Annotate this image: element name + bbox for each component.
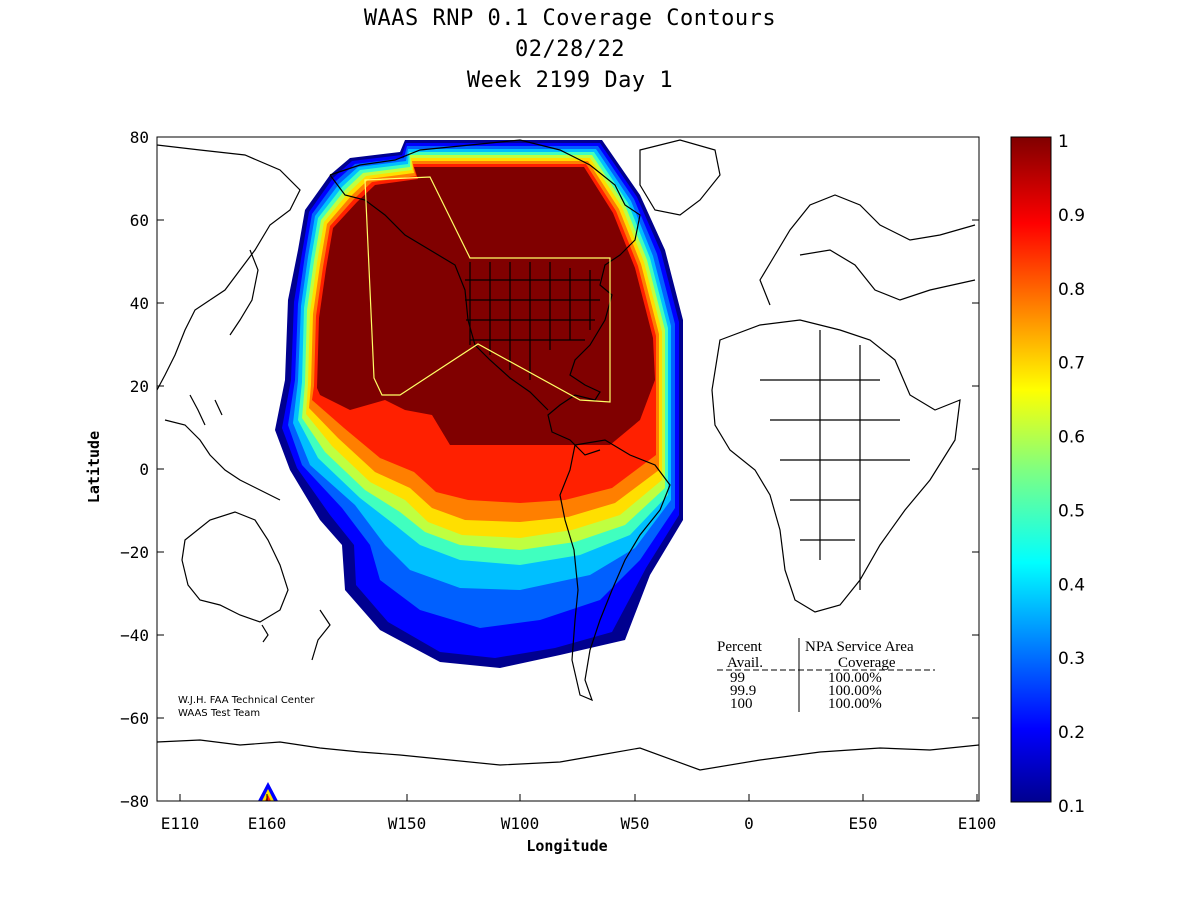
x-tick-label: W50	[621, 814, 650, 833]
legend-row-3-avail: 100	[730, 696, 753, 712]
colorbar-tick-label: 0.1	[1058, 797, 1085, 817]
x-tick-label: W150	[388, 814, 427, 833]
contour-level-1.0	[317, 167, 655, 445]
colorbar-tick-label: 0.8	[1058, 280, 1085, 300]
credit-line-2: WAAS Test Team	[178, 708, 260, 719]
legend-row-1-coverage: 100.00%	[828, 670, 882, 686]
y-tick-label: −40	[120, 626, 149, 645]
colorbar-tick-label: 0.4	[1058, 575, 1085, 595]
legend-subheader-right: Coverage	[838, 655, 896, 671]
x-tick-label: 0	[744, 814, 754, 833]
y-tick-label: 60	[130, 211, 149, 230]
x-tick-label: E50	[849, 814, 878, 833]
legend-row-1-avail: 99	[730, 670, 745, 686]
y-tick-label: 0	[139, 460, 149, 479]
colorbar-tick-label: 0.3	[1058, 649, 1085, 669]
y-tick-label: 40	[130, 294, 149, 313]
x-tick-label: E160	[248, 814, 287, 833]
x-axis-label: Longitude	[526, 837, 607, 855]
y-tick-label: −60	[120, 709, 149, 728]
colorbar	[1010, 136, 1052, 803]
y-tick-label: 80	[130, 128, 149, 147]
colorbar-tick-label: 0.2	[1058, 723, 1085, 743]
y-tick-label: −20	[120, 543, 149, 562]
y-tick-label: −80	[120, 792, 149, 811]
y-tick-label: 20	[130, 377, 149, 396]
legend-header-right: NPA Service Area	[805, 639, 914, 655]
colorbar-tick-label: 0.9	[1058, 206, 1085, 226]
coastlines	[157, 139, 979, 771]
legend-subheader-left: Avail.	[727, 655, 763, 671]
legend-row-3-coverage: 100.00%	[828, 696, 882, 712]
coverage-contours	[157, 139, 979, 801]
chart-title: WAAS RNP 0.1 Coverage Contours	[363, 6, 777, 31]
y-axis-ticks: 80 60 40 20 0 −20 −40 −60 −80	[120, 128, 979, 811]
x-axis-ticks: E110 E160 W150 W100 W50 0 E50 E100	[161, 794, 997, 833]
colorbar-tick-label: 0.5	[1058, 501, 1085, 521]
y-axis-label: Latitude	[85, 431, 103, 503]
x-tick-label: E110	[161, 814, 200, 833]
legend-header-left: Percent	[717, 639, 763, 655]
chart-week-day: Week 2199 Day 1	[466, 68, 674, 93]
availability-legend-table: Percent NPA Service Area Avail. Coverage…	[717, 638, 935, 712]
colorbar-tick-label: 1	[1058, 132, 1069, 152]
legend-row-2-avail: 99.9	[730, 683, 756, 699]
colorbar-tick-label: 0.6	[1058, 428, 1085, 448]
service-area-boundary	[364, 176, 611, 403]
colorbar-tick-label: 0.7	[1058, 354, 1085, 374]
credit-line-1: W.J.H. FAA Technical Center	[178, 695, 315, 706]
x-tick-label: E100	[958, 814, 997, 833]
chart-date: 02/28/22	[515, 37, 625, 62]
colorbar-ticks: 1 0.9 0.8 0.7 0.6 0.5 0.4 0.3 0.2 0.1	[1058, 132, 1085, 817]
legend-row-2-coverage: 100.00%	[828, 683, 882, 699]
x-tick-label: W100	[501, 814, 540, 833]
